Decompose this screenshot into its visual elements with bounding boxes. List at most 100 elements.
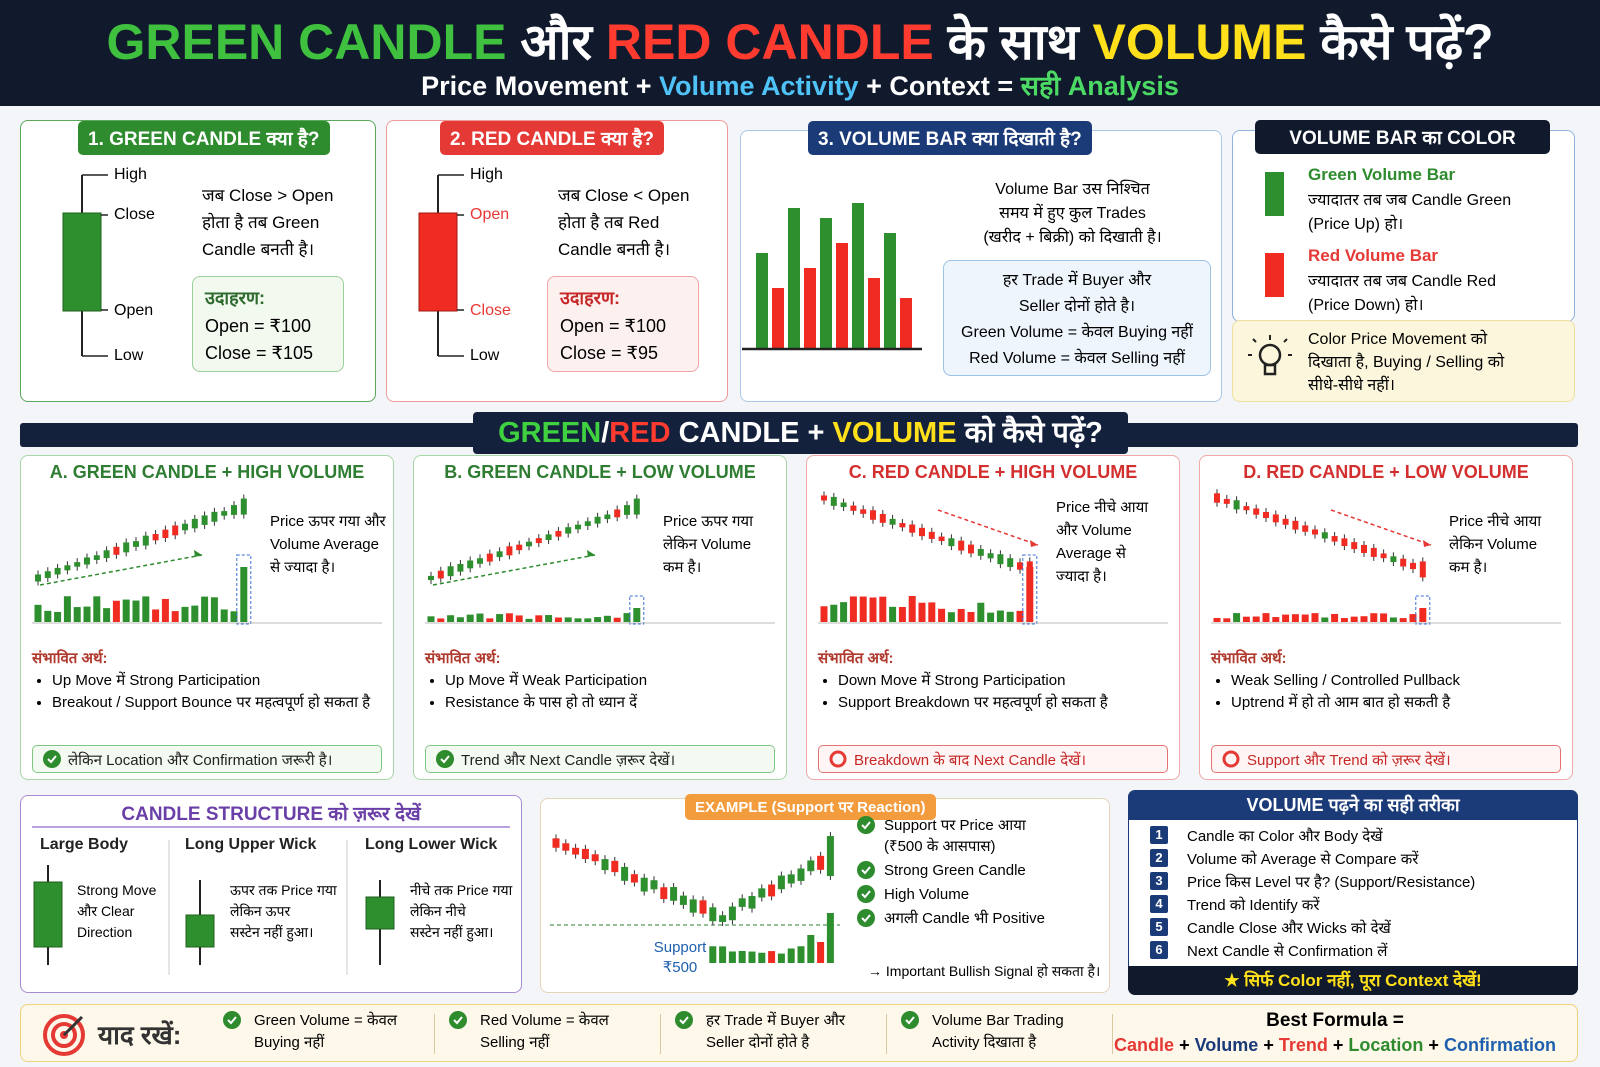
footer-text: सिर्फ Color नहीं, पूरा Context देखें! [1244,971,1482,990]
title-part: के साथ [947,14,1079,70]
candle-body [1302,525,1309,532]
check-mark [453,1016,463,1025]
note-box [818,745,1168,773]
volume-bar [869,597,877,622]
separator [434,1014,435,1054]
panel-title: CANDLE STRUCTURE को ज़रूर देखें [121,804,421,825]
candle-body [640,877,648,892]
candle-body [93,555,100,560]
candle-body [575,524,581,530]
text-line: होता है तब Green [202,213,320,232]
volume-bar [859,596,867,622]
volume-bar [181,606,189,622]
section-part: CANDLE + [678,417,825,449]
volume-bar [456,617,464,622]
meaning-item: Support Breakdown पर महत्वपूर्ण हो सकता … [838,692,1173,714]
volume-bar [820,606,828,622]
volume-bar [938,608,946,622]
highlight-box [1415,595,1431,625]
note-icon [829,750,847,768]
section-part: RED [609,417,671,449]
case-title: B. GREEN CANDLE + LOW VOLUME [444,462,756,482]
remember-text: Red Volume = केवल Selling नहीं [480,1010,609,1054]
section-title: GREEN/RED CANDLE + VOLUME को कैसे पढ़ें? [473,412,1128,454]
volume-bar [852,203,864,348]
volume-bar [505,613,513,622]
trend-arrow [432,554,596,586]
check [675,1011,693,1029]
candle-body [1243,506,1250,511]
text-line: हर Trade में Buyer और [1002,272,1152,289]
candle-body [630,874,638,883]
check-icon [857,861,875,879]
support-label: Support ₹500 [640,938,720,978]
candle-body [84,557,90,565]
case-title: D. RED CANDLE + LOW VOLUME [1243,462,1529,482]
check-mark [440,755,450,764]
candle-body [182,523,188,531]
candle-body [581,848,589,860]
candle-body [113,546,120,555]
panel-title: 2. RED CANDLE क्या है? [440,121,665,155]
volume-bar [220,609,228,622]
volume-bar [1380,613,1388,622]
meaning-item: Resistance के पास हो तो ध्यान दें [445,692,780,714]
check [857,861,875,879]
volume-bar [486,618,494,622]
candle-body [562,843,570,851]
candle-body [621,866,629,881]
text-line: से ज्यादा है। [270,559,336,576]
text-line: होता है तब Red [558,213,660,232]
candle-body [1017,562,1023,570]
candle-label: Close [470,302,511,319]
section-part: / [601,417,610,449]
candle-diagram [62,174,108,357]
check-mark [861,821,871,830]
candle-body [1282,518,1289,525]
panel-title: 3. VOLUME BAR क्या दिखाती है? [808,121,1092,155]
panel-text: जब Close < Open होता है तब Red Candle बनती… [558,182,689,263]
formula-part: Confirmation [1443,1035,1556,1055]
header-bg [0,0,1600,106]
volume-bar [476,613,484,622]
candle-body [938,536,945,542]
text-line: लेकिन Volume [663,536,752,553]
check-mark [679,1016,689,1025]
text-line: Strong Green Candle [884,862,1026,879]
meaning-title: संभावित अर्थ: [32,650,108,667]
volume-bar [132,600,140,622]
volume-bar [787,948,795,963]
candle-body [670,887,678,901]
volume-bar [1233,613,1241,622]
note-text: लेकिन Location और Confirmation जरूरी है। [68,752,333,769]
check [857,816,875,834]
example-box [192,276,344,372]
candle-body [211,511,218,522]
candle-body [870,510,876,520]
check [857,909,875,927]
star: ★ [1224,971,1245,990]
candle-body [191,518,198,529]
candle-body [919,527,925,537]
volume-bar [201,596,209,622]
step-number: 5 [1150,918,1168,936]
volume-bar [623,613,631,622]
candle-body [728,906,736,921]
check-text: High Volume [884,884,969,905]
case-text: Price नीचे आया लेकिन Volume कम है। [1449,510,1541,579]
candle-label: Open [114,302,154,319]
candle-body [928,531,935,539]
candle-body [1272,514,1279,523]
volume-bar [830,604,838,622]
volume-bar [709,946,717,963]
text-line: Green Volume = केवल [254,1012,398,1029]
tip-box [1232,320,1575,402]
volume-bar [54,611,62,622]
text-line: सस्टेन नहीं हुआ। [230,924,314,940]
panel [540,798,1110,993]
remember-title: याद रखें: [98,1020,182,1050]
panel-title: EXAMPLE (Support पर Reaction) [685,794,936,820]
volume-bar [826,913,834,963]
check-mark [905,1016,915,1025]
candle-body [830,496,837,506]
